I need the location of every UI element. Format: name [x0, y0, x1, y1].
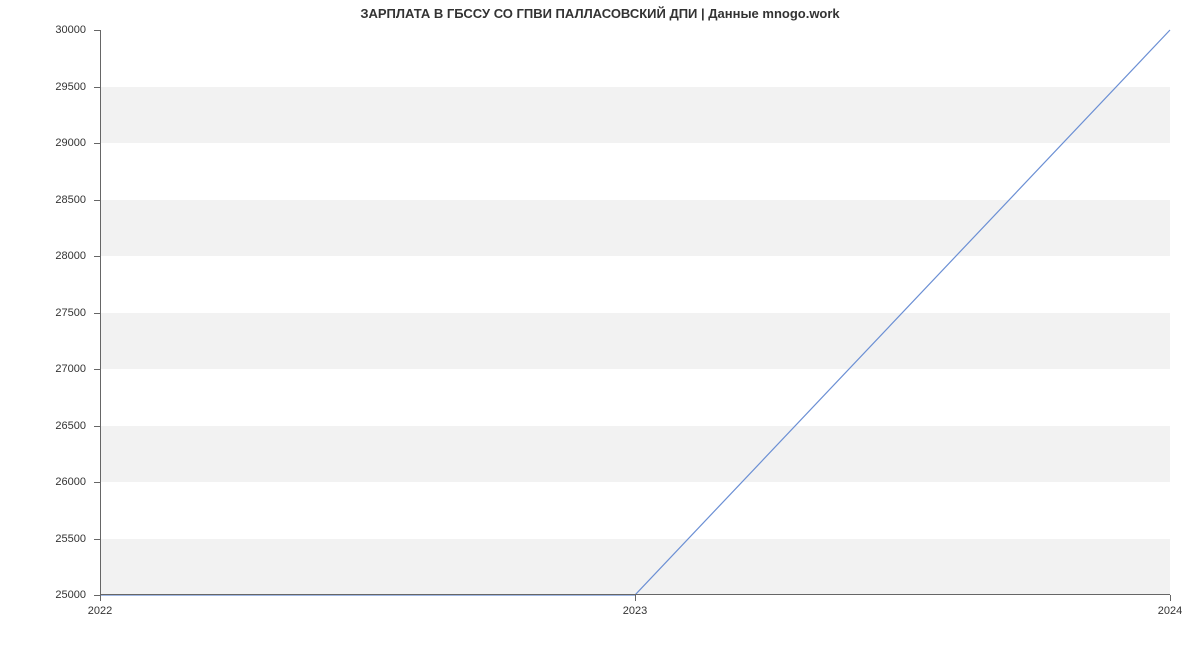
y-tick-label: 25000	[36, 589, 86, 601]
y-tick-label: 28500	[36, 194, 86, 206]
y-tick	[94, 482, 100, 483]
y-tick-label: 29000	[36, 137, 86, 149]
y-tick	[94, 200, 100, 201]
y-tick-label: 25500	[36, 533, 86, 545]
y-tick	[94, 539, 100, 540]
x-tick	[1170, 595, 1171, 601]
line-series-layer	[100, 30, 1170, 595]
y-tick-label: 27500	[36, 307, 86, 319]
chart-title: ЗАРПЛАТА В ГБССУ СО ГПВИ ПАЛЛАСОВСКИЙ ДП…	[0, 6, 1200, 21]
chart-container: ЗАРПЛАТА В ГБССУ СО ГПВИ ПАЛЛАСОВСКИЙ ДП…	[0, 0, 1200, 650]
x-tick-label: 2023	[623, 605, 647, 617]
y-tick	[94, 30, 100, 31]
series-line	[100, 30, 1170, 595]
y-tick-label: 30000	[36, 24, 86, 36]
y-tick	[94, 87, 100, 88]
y-tick	[94, 426, 100, 427]
x-tick-label: 2024	[1158, 605, 1182, 617]
x-tick	[100, 595, 101, 601]
y-tick-label: 29500	[36, 81, 86, 93]
plot-area: 2500025500260002650027000275002800028500…	[100, 30, 1170, 595]
y-tick	[94, 143, 100, 144]
y-tick	[94, 256, 100, 257]
y-tick-label: 26500	[36, 420, 86, 432]
y-tick	[94, 369, 100, 370]
y-tick-label: 27000	[36, 363, 86, 375]
y-axis-line	[100, 30, 101, 595]
x-tick	[635, 595, 636, 601]
x-tick-label: 2022	[88, 605, 112, 617]
y-tick-label: 26000	[36, 476, 86, 488]
y-tick	[94, 313, 100, 314]
y-tick-label: 28000	[36, 250, 86, 262]
